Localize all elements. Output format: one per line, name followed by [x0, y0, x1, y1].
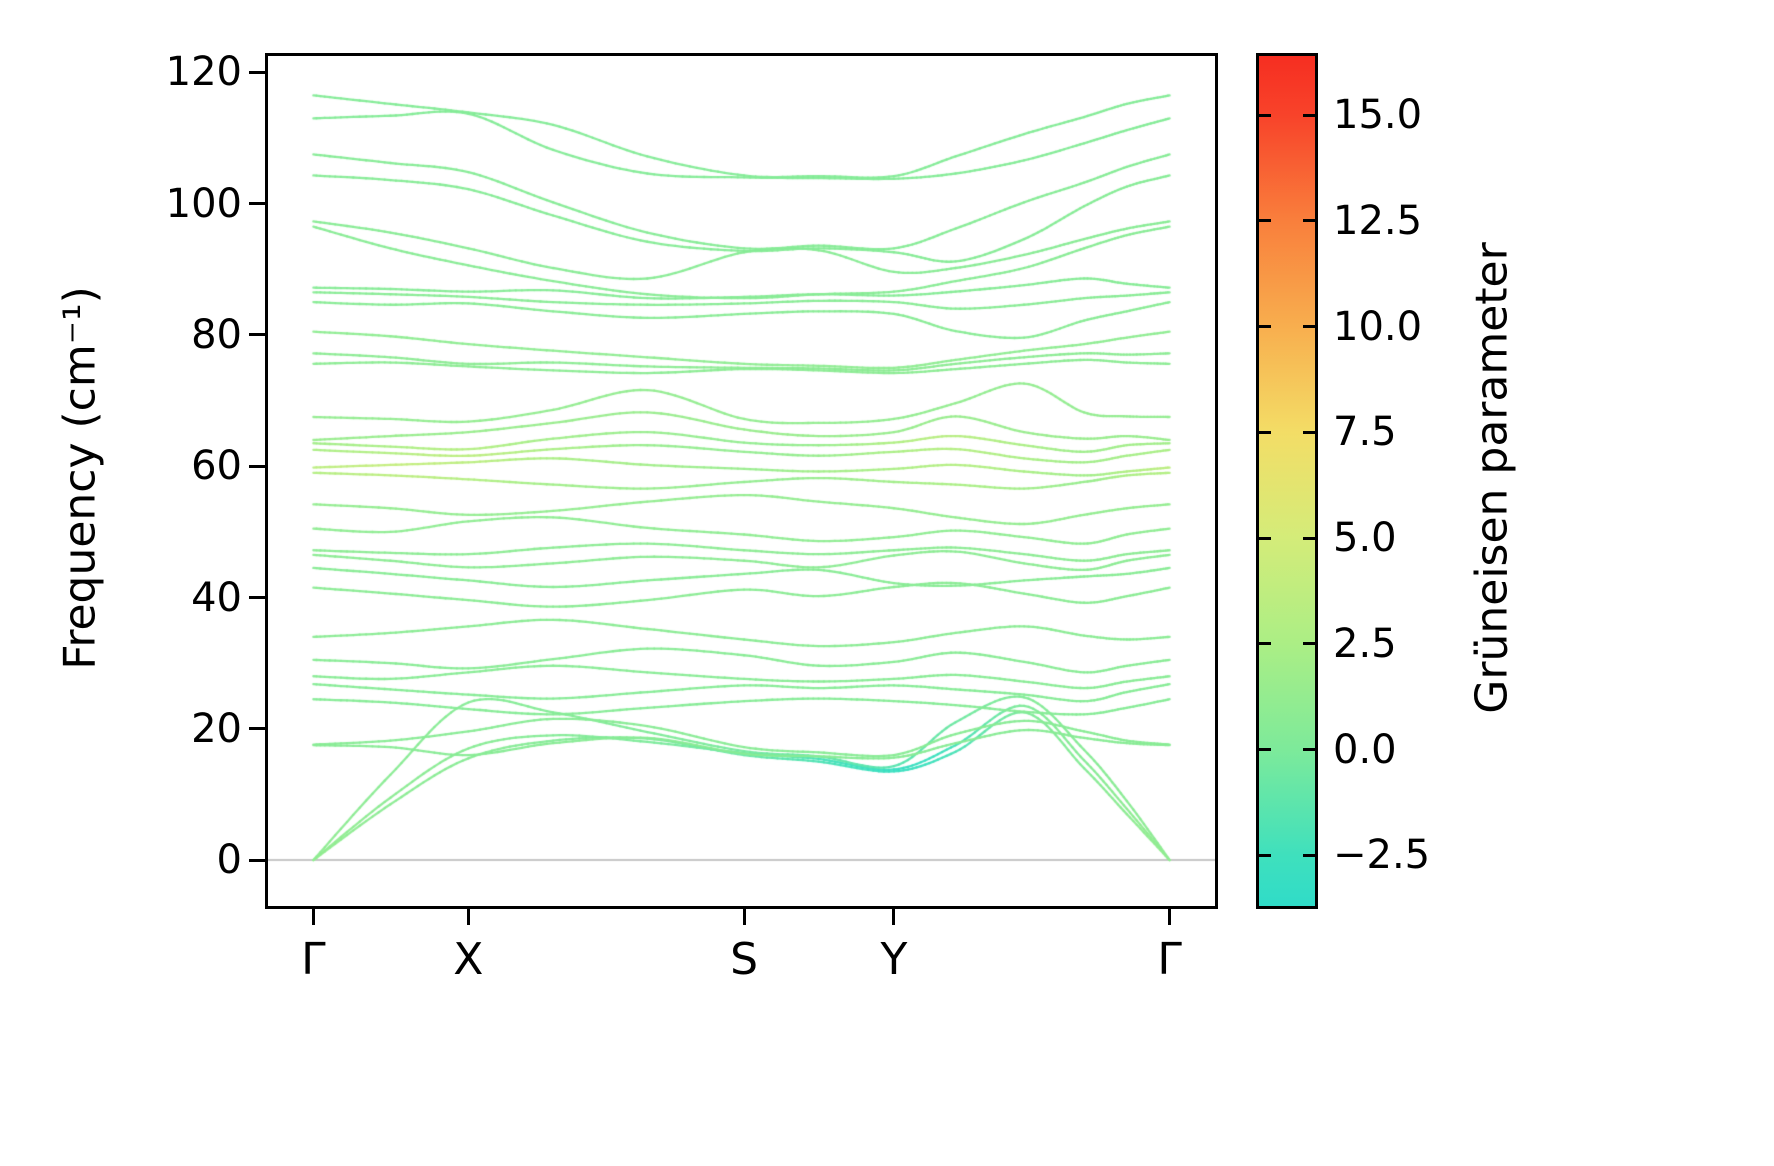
y-tick-label: 120 — [165, 49, 242, 96]
colorbar-tick-mark — [1303, 748, 1315, 752]
colorbar-tick-label: 2.5 — [1333, 620, 1397, 667]
colorbar-tick-mark — [1303, 325, 1315, 329]
y-tick-label: 0 — [216, 837, 242, 884]
x-tick-mark — [466, 909, 470, 925]
colorbar-tick-mark — [1303, 430, 1315, 434]
colorbar-tick-label: 5.0 — [1333, 515, 1397, 562]
colorbar-tick-mark — [1259, 642, 1271, 646]
y-tick-label: 60 — [191, 443, 242, 490]
colorbar-label: Grüneisen parameter — [1466, 242, 1518, 714]
colorbar-tick-label: 7.5 — [1333, 409, 1397, 456]
y-tick-mark — [249, 858, 265, 862]
colorbar-tick-label: 10.0 — [1333, 303, 1423, 350]
y-tick-label: 40 — [191, 574, 242, 621]
colorbar-tick-mark — [1303, 219, 1315, 223]
colorbar-tick-label: 0.0 — [1333, 726, 1397, 773]
y-tick-mark — [249, 464, 265, 468]
x-tick-label: Y — [880, 934, 908, 985]
colorbar-tick-mark — [1259, 219, 1271, 223]
y-tick-mark — [249, 202, 265, 206]
x-tick-label: Γ — [1157, 934, 1182, 985]
y-tick-label: 20 — [191, 705, 242, 752]
band-plot-canvas — [268, 56, 1215, 906]
y-tick-label: 80 — [191, 311, 242, 358]
x-tick-mark — [892, 909, 896, 925]
colorbar-tick-label: 12.5 — [1333, 197, 1423, 244]
y-tick-mark — [249, 727, 265, 731]
x-tick-label: X — [453, 934, 484, 985]
y-tick-mark — [249, 70, 265, 74]
colorbar-tick-mark — [1259, 113, 1271, 117]
y-tick-mark — [249, 596, 265, 599]
x-tick-label: S — [730, 934, 759, 985]
colorbar-tick-mark — [1259, 325, 1271, 329]
plot-area: 0 20 40 60 80 100 120 Γ X S Y Γ — [166, 52, 1218, 982]
y-axis-label: Frequency (cm⁻¹) — [54, 286, 106, 670]
x-tick-mark — [742, 909, 746, 925]
colorbar-tick-mark — [1303, 113, 1315, 117]
x-tick-mark — [1168, 909, 1172, 925]
colorbar-tick-mark — [1303, 536, 1315, 540]
colorbar-tick-mark — [1259, 853, 1271, 857]
y-tick-label: 100 — [165, 180, 242, 227]
colorbar-tick-label: −2.5 — [1333, 832, 1431, 879]
colorbar: 15.0 12.5 10.0 7.5 5.0 2.5 0.0 −2.5 — [1256, 53, 1430, 909]
colorbar-tick-mark — [1259, 430, 1271, 434]
y-tick-mark — [249, 333, 265, 337]
colorbar-gradient — [1259, 56, 1315, 906]
colorbar-tick-mark — [1259, 536, 1271, 540]
x-tick-mark — [311, 909, 315, 925]
x-tick-label: Γ — [301, 934, 326, 985]
colorbar-tick-mark — [1303, 642, 1315, 646]
colorbar-tick-label: 15.0 — [1333, 92, 1423, 139]
colorbar-tick-mark — [1303, 853, 1315, 857]
colorbar-tick-mark — [1259, 748, 1271, 752]
